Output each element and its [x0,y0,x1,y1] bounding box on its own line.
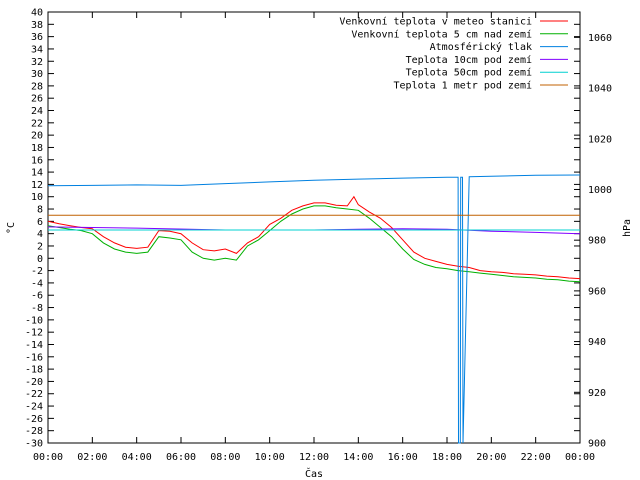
legend-label: Atmosférický tlak [430,41,532,53]
y-tick-label: 4 [37,229,43,240]
y-tick-label: 8 [37,205,43,216]
y-tick-label: -12 [25,328,43,339]
y-tick-label: 38 [31,20,43,31]
legend-label: Teplota 50cm pod zemí [406,67,532,79]
y-tick-label: -16 [25,352,43,363]
x-tick-label: 08:00 [210,452,240,463]
y-tick-label: 36 [31,32,43,43]
x-tick-label: 20:00 [476,452,506,463]
y-tick-label: -24 [25,402,43,413]
y-tick-label: -10 [25,315,43,326]
x-tick-label: 00:00 [33,452,63,463]
y-tick-label: 26 [31,94,43,105]
y2-tick-label: 920 [588,388,606,399]
y-tick-label: 18 [31,143,43,154]
y2-tick-label: 1060 [588,33,612,44]
y-tick-label: 40 [31,8,43,19]
y-tick-label: -22 [25,389,43,400]
x-tick-label: 06:00 [166,452,196,463]
legend-label: Teplota 1 metr pod zemí [394,80,532,92]
y-tick-label: 34 [31,44,43,55]
y2-tick-label: 960 [588,286,606,297]
y2-tick-label: 1000 [588,185,612,196]
y2-tick-label: 1040 [588,84,612,95]
y2-tick-label: 1020 [588,134,612,145]
x-tick-label: 02:00 [77,452,107,463]
y-tick-label: -20 [25,377,43,388]
x-tick-label: 22:00 [521,452,551,463]
series-line-2 [47,174,581,444]
y-tick-label: -18 [25,365,43,376]
y2-tick-label: 900 [588,439,606,450]
x-tick-label: 12:00 [299,452,329,463]
legend-label: Teplota 10cm pod zemí [406,54,532,66]
y-tick-label: 6 [37,217,43,228]
series-line-1 [47,205,581,283]
y-tick-label: -28 [25,426,43,437]
y-tick-label: 22 [31,118,43,129]
y-tick-label: 16 [31,155,43,166]
y-tick-label: 20 [31,131,43,142]
x-tick-label: 16:00 [388,452,418,463]
y-tick-label: 2 [37,241,43,252]
x-tick-label: 00:00 [565,452,595,463]
y2-tick-label: 980 [588,236,606,247]
y-tick-label: 10 [31,192,43,203]
x-axis-title: Čas [305,467,323,480]
x-tick-label: 14:00 [343,452,373,463]
legend-label: Venkovní teplota v meteo stanici [339,16,532,28]
y-tick-label: -26 [25,414,43,425]
y-tick-label: 28 [31,81,43,92]
y2-tick-label: 940 [588,337,606,348]
y-tick-label: -2 [31,266,43,277]
y-axis-title: °C [6,222,17,234]
x-tick-label: 10:00 [255,452,285,463]
y2-axis-title: hPa [622,219,633,237]
y-tick-label: 30 [31,69,43,80]
series-line-3 [47,226,581,235]
x-tick-label: 18:00 [432,452,462,463]
y-tick-label: -6 [31,291,43,302]
y-tick-label: 32 [31,57,43,68]
x-tick-label: 04:00 [122,452,152,463]
y-tick-label: 14 [31,168,43,179]
y-tick-label: 24 [31,106,43,117]
y-tick-label: 0 [37,254,43,265]
y-tick-label: -30 [25,439,43,450]
y-tick-label: -14 [25,340,43,351]
series-line-0 [47,195,581,280]
y-tick-label: -8 [31,303,43,314]
y-tick-label: 12 [31,180,43,191]
legend-label: Venkovní teplota 5 cm nad zemí [351,28,532,40]
y-tick-label: -4 [31,278,43,289]
